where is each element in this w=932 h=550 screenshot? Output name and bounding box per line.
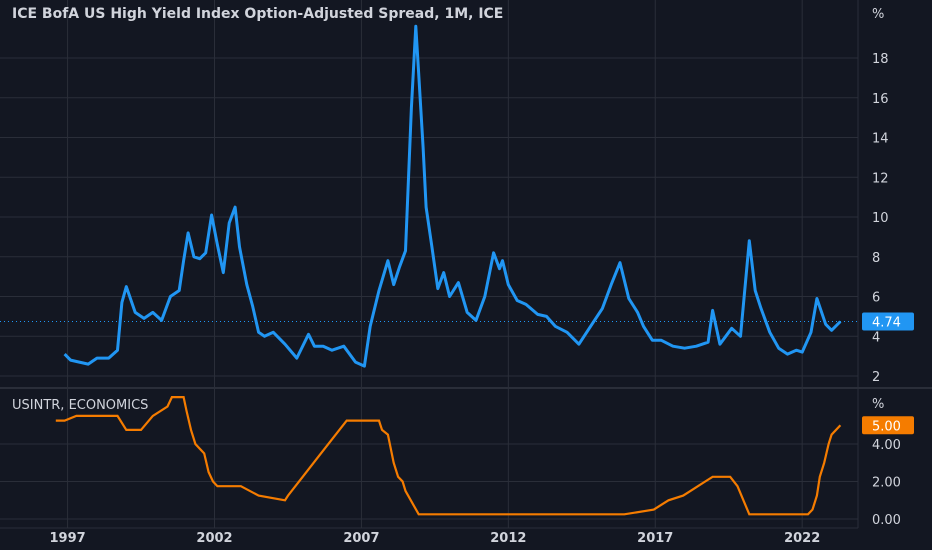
axis-ticks: 1997 2002 2007 2012 2017 2022 2 4 6 8 10 12 14 16 18% 0… (49, 7, 900, 546)
y2-unit-label: % (872, 397, 884, 412)
last-value-badge-hy-bg (862, 312, 914, 331)
indicator-title: USINTR, ECONOMICS (12, 398, 149, 413)
y-tick-label: 10 (872, 211, 889, 226)
x-tick-label: 2002 (196, 531, 232, 546)
y2-tick-label: 2.00 (872, 476, 901, 491)
x-tick-label: 2012 (490, 531, 526, 546)
last-value-badge-hy: 4.74 (872, 316, 901, 331)
y-tick-label: 6 (872, 291, 880, 306)
y-tick-label: 8 (872, 251, 880, 266)
y-tick-label: 12 (872, 171, 889, 186)
grid-lines (0, 0, 858, 528)
last-value-badges: 4.74 5.00 (862, 312, 914, 435)
x-tick-label: 2022 (784, 531, 820, 546)
y2-tick-label: 0.00 (872, 513, 901, 528)
y-unit-label: % (872, 7, 884, 22)
y-tick-label: 16 (872, 92, 889, 107)
y-tick-label: 18 (872, 52, 889, 67)
x-tick-label: 2017 (637, 531, 673, 546)
last-value-badge-usintr-bg (862, 416, 914, 435)
x-tick-label: 2007 (343, 531, 379, 546)
series-line-hy-spread (63, 24, 842, 368)
y-tick-label: 14 (872, 132, 889, 147)
last-value-badge-usintr: 5.00 (872, 419, 901, 434)
y2-tick-label: 4.00 (872, 438, 901, 453)
chart-title: ICE BofA US High Yield Index Option-Adju… (12, 6, 504, 22)
y-tick-label: 4 (872, 330, 880, 345)
series-line-usintr (55, 396, 842, 516)
x-tick-label: 1997 (49, 531, 85, 546)
y-tick-label: 2 (872, 370, 880, 385)
